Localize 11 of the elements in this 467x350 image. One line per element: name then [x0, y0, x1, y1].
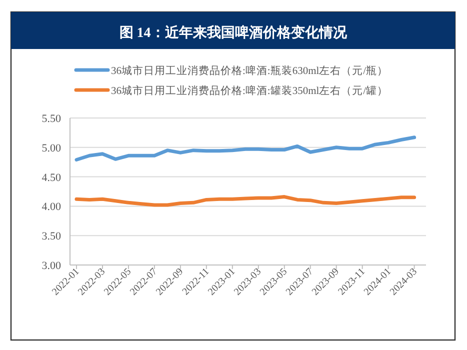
legend-label: 36城市日用工业消费品价格:啤酒:罐装350ml左右（元/罐）	[111, 84, 388, 97]
legend-label: 36城市日用工业消费品价格:啤酒:瓶装630ml左右（元/瓶）	[111, 64, 388, 77]
y-tick-label: 3.50	[42, 230, 62, 243]
line-series	[74, 195, 416, 207]
y-tick-label: 3.00	[42, 260, 62, 272]
y-tick-label: 5.50	[42, 113, 62, 125]
line-series	[74, 136, 416, 162]
chart-title: 图 14：近年来我国啤酒价格变化情况	[119, 24, 348, 41]
y-tick-label: 4.50	[42, 172, 62, 184]
y-tick-label: 5.00	[42, 142, 62, 154]
y-tick-label: 4.00	[42, 201, 62, 214]
